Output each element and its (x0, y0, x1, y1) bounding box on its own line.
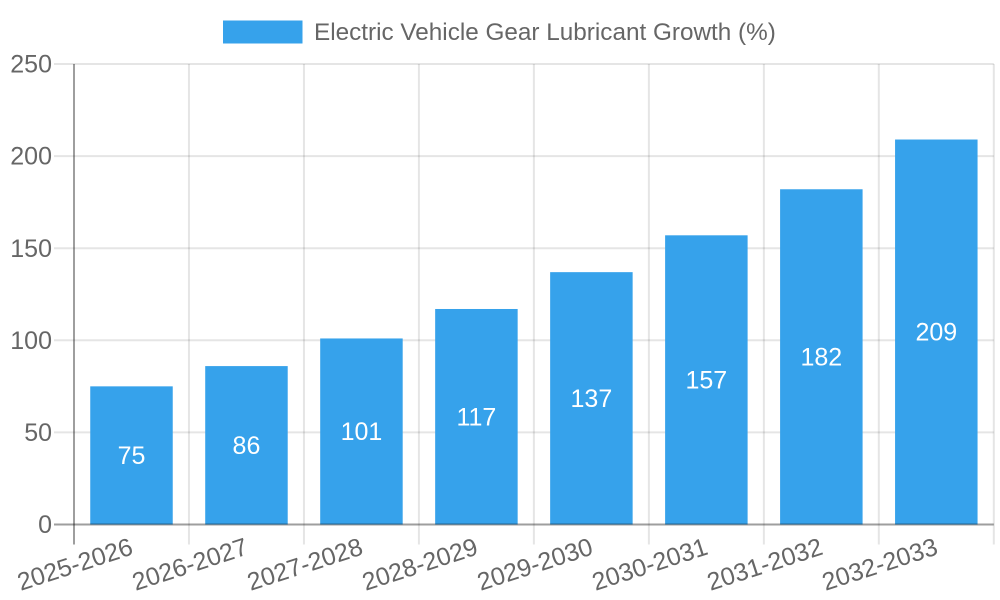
svg-text:137: 137 (571, 385, 613, 413)
svg-text:Electric Vehicle Gear Lubrican: Electric Vehicle Gear Lubricant Growth (… (314, 19, 776, 46)
svg-text:50: 50 (24, 419, 52, 447)
svg-text:2027-2028: 2027-2028 (244, 533, 366, 597)
svg-text:2032-2033: 2032-2033 (819, 533, 941, 597)
svg-text:2031-2032: 2031-2032 (704, 533, 826, 597)
svg-text:117: 117 (456, 403, 496, 431)
svg-text:2030-2031: 2030-2031 (589, 533, 711, 597)
svg-text:2025-2026: 2025-2026 (14, 533, 136, 597)
svg-text:157: 157 (686, 367, 728, 395)
svg-text:2028-2029: 2028-2029 (359, 533, 481, 597)
svg-text:200: 200 (10, 143, 52, 171)
svg-text:75: 75 (118, 442, 146, 470)
svg-text:100: 100 (10, 327, 52, 355)
svg-text:2026-2027: 2026-2027 (129, 533, 251, 597)
svg-text:0: 0 (38, 511, 52, 539)
svg-text:2029-2030: 2029-2030 (474, 533, 596, 597)
svg-text:101: 101 (341, 418, 383, 446)
svg-text:182: 182 (800, 343, 842, 371)
svg-text:86: 86 (233, 432, 261, 460)
svg-text:209: 209 (915, 319, 957, 347)
svg-text:150: 150 (10, 235, 52, 263)
svg-text:250: 250 (10, 51, 52, 79)
